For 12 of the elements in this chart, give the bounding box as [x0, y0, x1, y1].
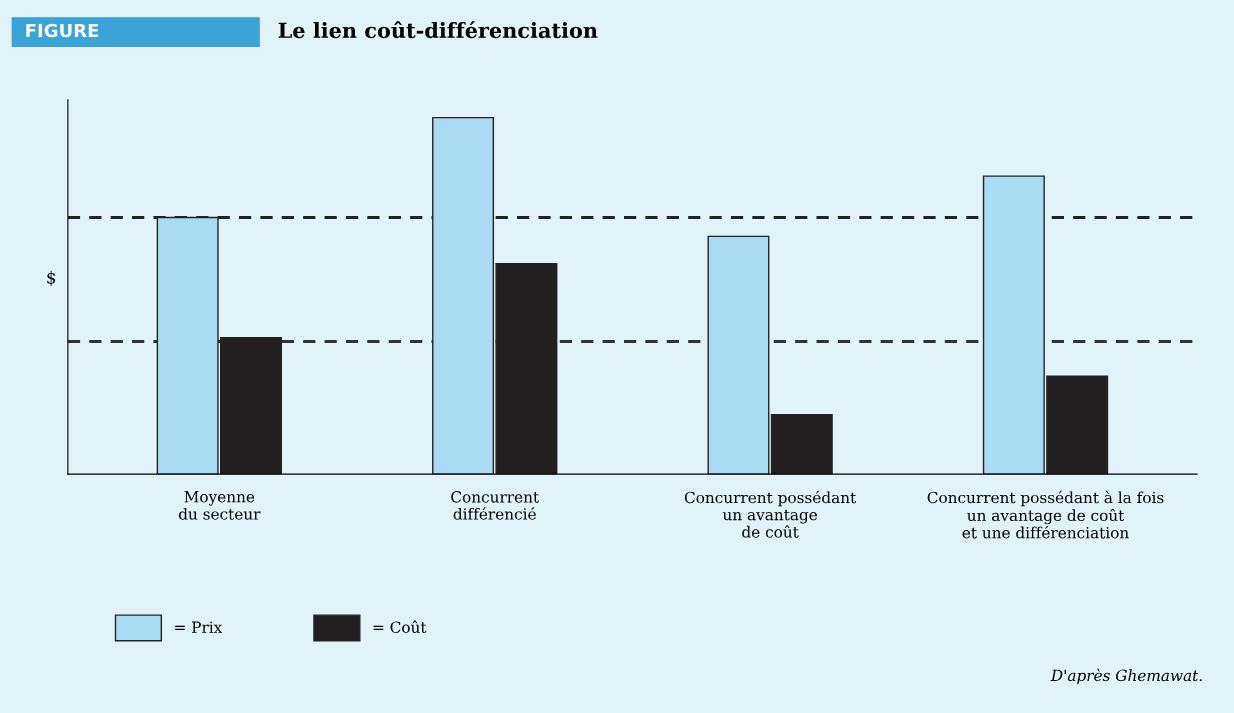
legend-label: = Coût [373, 620, 427, 633]
x-tick-label: Concurrent différencié [451, 491, 539, 520]
bar [770, 413, 833, 475]
text: D'après Ghemawat. [1050, 668, 1202, 685]
text: FIGURE [26, 23, 99, 38]
bar [707, 235, 770, 475]
legend-label: = Prix [175, 621, 223, 633]
x-tick-label: Moyenne du secteur [178, 491, 261, 520]
chart-title: Le lien coût-différenciation [278, 21, 598, 39]
x-tick-label: Concurrent possédant à la fois un avantage de coût et une différenciation [927, 490, 1164, 539]
y-axis-title: $ [47, 270, 56, 286]
x-tick-label: Concurrent possédant un avantage de coût [684, 490, 857, 538]
